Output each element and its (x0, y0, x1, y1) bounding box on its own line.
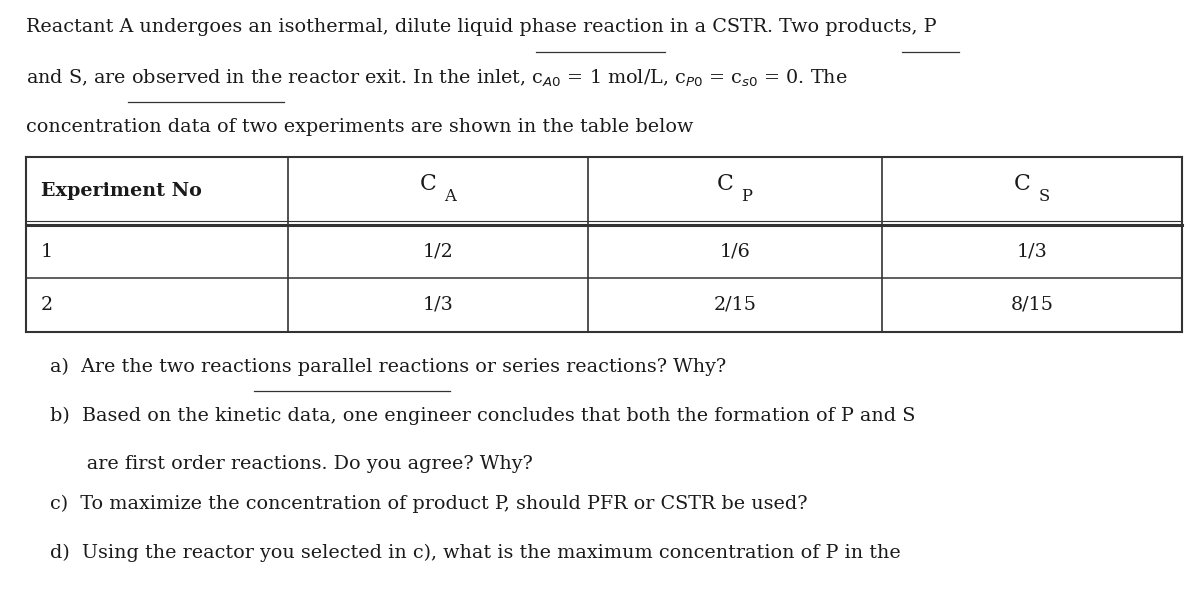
Text: Experiment No: Experiment No (41, 182, 202, 200)
Text: 8/15: 8/15 (1010, 296, 1054, 314)
Text: C: C (716, 173, 734, 195)
Text: are first order reactions. Do you agree? Why?: are first order reactions. Do you agree?… (50, 455, 533, 473)
Text: A: A (444, 188, 456, 205)
Text: C: C (1014, 173, 1031, 195)
Text: 1/2: 1/2 (422, 243, 454, 260)
Text: C: C (420, 173, 437, 195)
Text: 1/3: 1/3 (422, 296, 454, 314)
Text: a)  Are the two reactions parallel reactions or series reactions? Why?: a) Are the two reactions parallel reacti… (50, 358, 726, 377)
Text: Reactant A undergoes an isothermal, dilute liquid phase reaction in a CSTR. Two : Reactant A undergoes an isothermal, dilu… (26, 18, 937, 36)
Text: S: S (1038, 188, 1050, 205)
Text: d)  Using the reactor you selected in c), what is the maximum concentration of P: d) Using the reactor you selected in c),… (50, 543, 901, 562)
Text: 1: 1 (41, 243, 53, 260)
Text: and S, are observed in the reactor exit. In the inlet, c$_{A0}$ = 1 mol/L, c$_{P: and S, are observed in the reactor exit.… (26, 68, 848, 89)
Text: 2/15: 2/15 (714, 296, 756, 314)
Text: 2: 2 (41, 296, 53, 314)
Text: 1/6: 1/6 (720, 243, 750, 260)
Text: P: P (742, 188, 752, 205)
Text: 1/3: 1/3 (1016, 243, 1048, 260)
Text: c)  To maximize the concentration of product P, should PFR or CSTR be used?: c) To maximize the concentration of prod… (50, 495, 808, 513)
Text: b)  Based on the kinetic data, one engineer concludes that both the formation of: b) Based on the kinetic data, one engine… (50, 407, 916, 425)
Text: concentration data of two experiments are shown in the table below: concentration data of two experiments ar… (26, 118, 694, 136)
